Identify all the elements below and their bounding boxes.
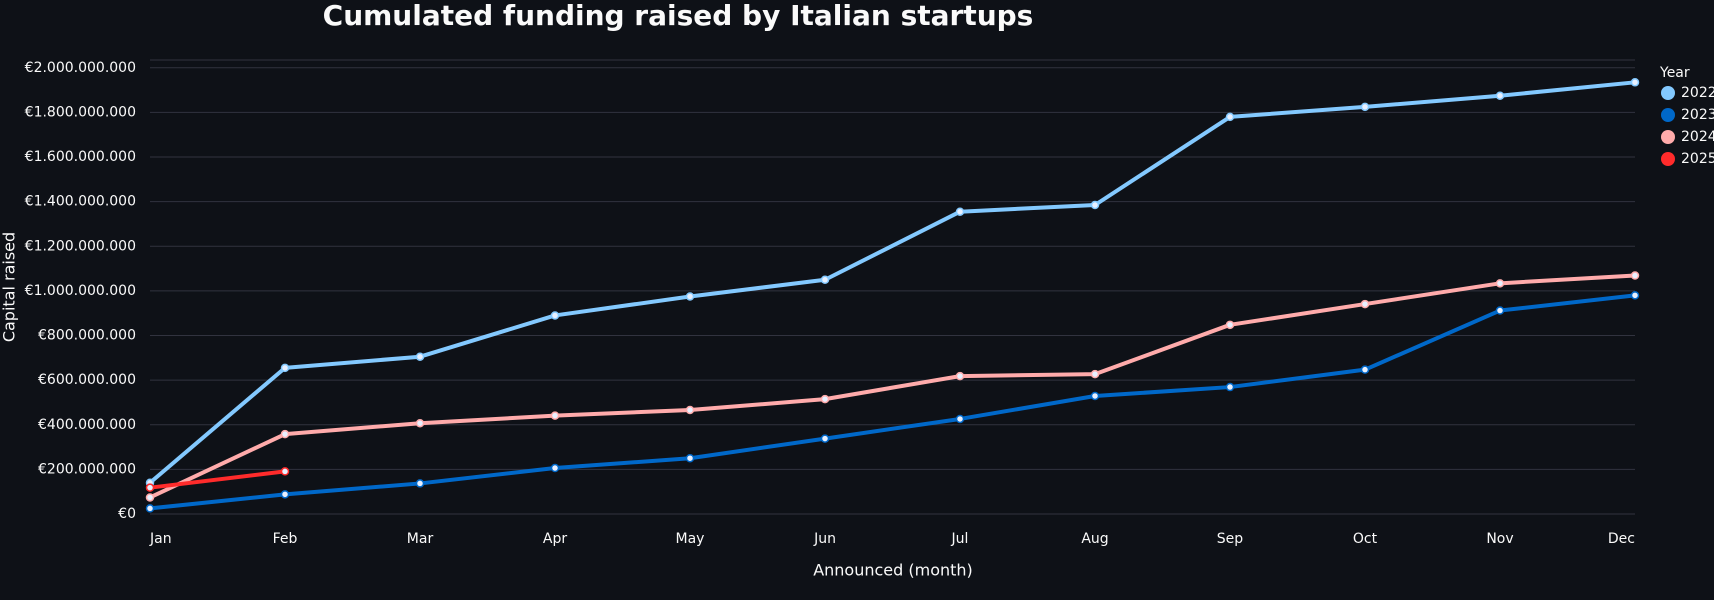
y-tick-label: €2.000.000.000 — [25, 60, 136, 76]
data-point — [1090, 369, 1100, 379]
data-point — [685, 453, 695, 463]
data-point — [1360, 102, 1370, 112]
data-point — [1495, 91, 1505, 100]
legend-swatch — [1661, 152, 1675, 166]
legend-label: 2023 — [1681, 107, 1714, 123]
data-point — [1495, 279, 1505, 288]
legend-swatch — [1661, 130, 1675, 144]
x-tick-label: Nov — [1486, 531, 1513, 547]
x-tick-label: May — [676, 531, 705, 547]
data-point — [955, 371, 965, 381]
x-tick-label: Jul — [951, 531, 969, 547]
x-tick-label: Sep — [1217, 531, 1244, 547]
x-tick-label: Feb — [273, 531, 298, 547]
data-point — [1225, 320, 1235, 330]
data-point — [550, 411, 560, 420]
data-point — [280, 363, 290, 373]
legend-label: 2025 — [1681, 151, 1714, 167]
data-point — [820, 434, 830, 443]
data-point — [1360, 299, 1370, 309]
series-line — [149, 293, 1636, 511]
series-line — [149, 273, 1636, 500]
data-point — [415, 479, 425, 488]
y-tick-label: €0 — [118, 506, 136, 522]
data-point — [145, 493, 155, 502]
y-tick-label: €200.000.000 — [38, 461, 136, 477]
x-tick-label: Oct — [1353, 531, 1378, 547]
y-tick-label: €1.600.000.000 — [25, 149, 136, 165]
legend-label: 2022 — [1681, 85, 1714, 101]
data-point — [1630, 291, 1640, 300]
data-point — [415, 352, 425, 361]
data-point — [1090, 391, 1100, 401]
y-axis-title: Capital raised — [0, 232, 19, 342]
data-point — [1360, 365, 1370, 374]
data-point — [280, 429, 290, 439]
x-tick-label: Apr — [543, 531, 567, 547]
y-tick-label: €800.000.000 — [38, 328, 136, 344]
data-point — [145, 483, 155, 492]
data-point — [685, 405, 695, 415]
legend-swatch — [1661, 86, 1675, 100]
data-point — [1495, 306, 1505, 315]
legend-swatch — [1661, 108, 1675, 122]
y-tick-label: €400.000.000 — [38, 417, 136, 433]
x-axis-title: Announced (month) — [813, 561, 973, 580]
legend-label: 2024 — [1681, 129, 1714, 145]
x-tick-label: Jun — [813, 531, 836, 547]
y-tick-label: €1.400.000.000 — [25, 194, 136, 210]
data-point — [820, 275, 830, 284]
x-tick-label: Dec — [1608, 531, 1635, 547]
y-tick-label: €1.800.000.000 — [25, 104, 136, 120]
x-tick-label: Mar — [407, 531, 434, 547]
data-point — [955, 414, 965, 424]
data-point — [1090, 200, 1100, 210]
series-line — [149, 469, 286, 490]
data-point — [280, 490, 290, 499]
data-point — [1225, 382, 1235, 392]
x-tick-label: Jan — [149, 531, 172, 547]
y-tick-label: €1.000.000.000 — [25, 283, 136, 299]
data-point — [685, 292, 695, 301]
data-point — [550, 463, 560, 473]
legend-title: Year — [1659, 65, 1690, 81]
data-point — [145, 504, 155, 513]
data-point — [820, 394, 830, 404]
data-point — [1630, 271, 1640, 280]
x-tick-label: Aug — [1081, 531, 1108, 547]
data-point — [280, 467, 290, 476]
chart-title: Cumulated funding raised by Italian star… — [323, 0, 1034, 32]
data-point — [955, 207, 965, 216]
data-point — [415, 418, 425, 428]
y-tick-label: €1.200.000.000 — [25, 238, 136, 254]
data-point — [1225, 112, 1235, 122]
y-tick-label: €600.000.000 — [38, 372, 136, 388]
data-point — [1630, 78, 1640, 87]
series-line — [148, 80, 1636, 485]
data-point — [550, 311, 560, 320]
